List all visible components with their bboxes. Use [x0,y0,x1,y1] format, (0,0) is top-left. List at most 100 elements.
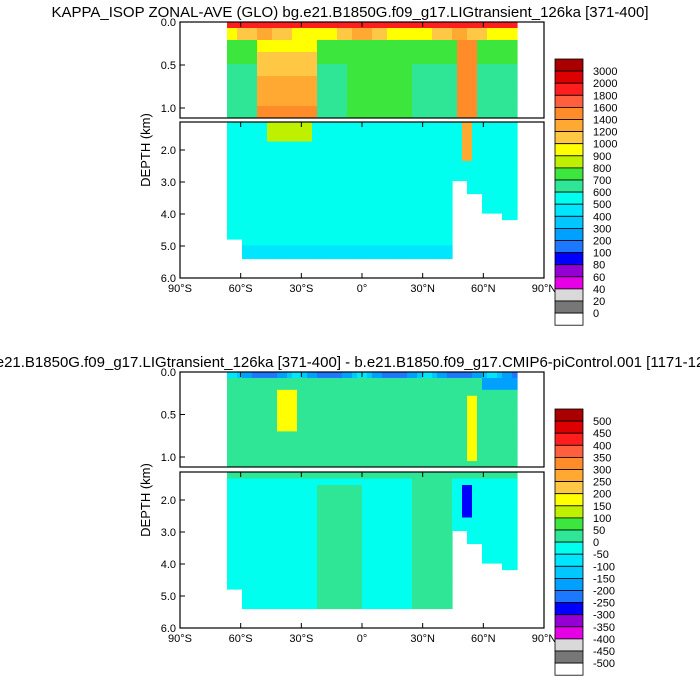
field-cell [497,167,503,175]
field-cell [432,485,438,493]
field-cell [362,395,368,403]
field-cell [227,148,233,156]
field-cell [327,52,333,59]
field-cell [457,449,463,456]
field-cell [512,491,518,499]
field-cell [297,461,303,468]
field-cell [237,141,243,149]
field-cell [377,28,383,35]
field-cell [372,112,378,119]
field-cell [482,383,488,391]
field-cell [472,455,478,462]
field-cell [407,213,413,221]
field-cell [412,563,418,571]
field-cell [472,413,478,421]
colorbar-swatch [554,240,584,254]
field-cell [452,419,458,427]
field-cell [337,46,343,53]
field-cell [507,524,513,532]
field-cell [502,167,508,175]
field-cell [272,28,278,35]
field-cell [442,122,448,130]
field-cell [422,245,428,253]
field-cell [302,582,308,590]
field-cell [482,504,488,512]
field-cell [287,180,293,188]
field-cell [372,576,378,584]
field-cell [442,401,448,409]
field-cell [312,413,318,421]
field-cell [257,193,263,201]
field-cell [372,64,378,71]
field-cell [412,88,418,95]
field-cell [277,128,283,136]
field-cell [282,556,288,564]
field-cell [297,161,303,169]
field-cell [417,148,423,156]
field-cell [272,461,278,468]
field-cell [227,106,233,113]
field-cell [417,46,423,53]
field-cell [322,524,328,532]
field-cell [227,425,233,432]
field-cell [452,141,458,149]
field-cell [372,498,378,506]
field-cell [432,46,438,53]
field-cell [427,187,433,195]
field-cell [422,569,428,577]
field-cell [232,141,238,149]
field-cell [277,46,283,53]
field-cell [442,524,448,532]
field-cell [287,28,293,35]
field-cell [287,413,293,421]
field-cell [392,407,398,415]
field-cell [432,106,438,113]
field-cell [397,556,403,564]
colorbar-swatch [554,408,584,422]
field-cell [302,401,308,409]
field-cell [392,128,398,136]
field-cell [442,511,448,519]
field-cell [342,219,348,227]
field-cell [342,46,348,53]
field-cell [407,252,413,260]
field-cell [462,401,468,409]
field-cell [317,431,323,438]
field-cell [327,511,333,519]
field-cell [282,485,288,493]
field-cell [392,232,398,240]
field-cell [307,64,313,71]
field-cell [382,34,388,41]
field-cell [362,413,368,421]
field-cell [347,252,353,260]
field-cell [417,602,423,610]
field-cell [257,419,263,427]
field-cell [432,530,438,538]
field-cell [492,517,498,525]
field-cell [372,478,378,486]
field-cell [502,94,508,101]
field-cell [397,569,403,577]
field-cell [352,419,358,427]
field-cell [297,383,303,391]
field-cell [362,498,368,506]
field-cell [372,511,378,519]
field-cell [342,167,348,175]
field-cell [477,161,483,169]
field-cell [497,407,503,415]
field-cell [282,550,288,558]
field-cell [347,64,353,71]
colorbar-swatch [554,264,584,278]
field-cell [457,106,463,113]
field-cell [462,28,468,35]
field-cell [342,106,348,113]
field-cell [482,517,488,525]
field-cell [382,517,388,525]
field-cell [237,22,243,29]
field-cell [367,543,373,551]
field-cell [332,28,338,35]
field-cell [327,232,333,240]
field-cell [402,413,408,421]
field-cell [272,589,278,597]
field-cell [272,148,278,156]
